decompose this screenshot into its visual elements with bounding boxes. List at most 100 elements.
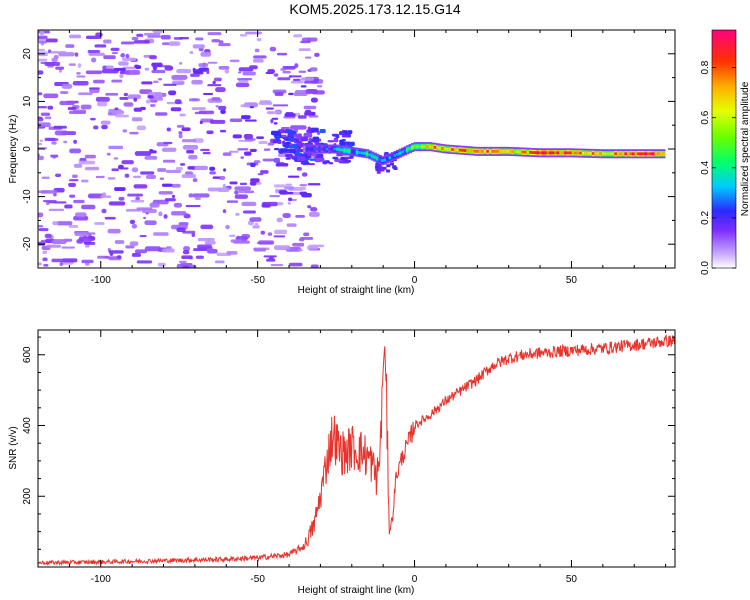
noise-blob: [129, 241, 139, 247]
noise-blob: [306, 245, 319, 250]
noise-blob: [256, 37, 262, 42]
cluster-blob: [289, 143, 293, 146]
noise-blob: [144, 32, 161, 36]
ridge-core: [541, 151, 546, 155]
snr-y-tick-label: 600: [22, 346, 33, 363]
noise-blob: [192, 138, 204, 143]
noise-blob: [122, 66, 139, 70]
noise-blob: [140, 171, 155, 175]
noise-blob-dark: [300, 85, 307, 88]
noise-blob-dark: [243, 134, 254, 139]
noise-blob: [73, 163, 83, 168]
noise-blob: [124, 69, 141, 75]
ridge-core: [616, 152, 621, 156]
noise-blob-dark: [305, 89, 318, 94]
noise-blob: [191, 232, 196, 238]
noise-blob: [284, 186, 295, 190]
ridge-core: [461, 148, 465, 152]
cluster-blob: [274, 135, 281, 139]
noise-blob: [230, 239, 243, 243]
colorbar: 0.0 0.2 0.4 0.6 0.8 Normalized spectral ampl…: [700, 29, 750, 275]
cluster-blob: [290, 130, 295, 136]
noise-blob: [305, 56, 312, 59]
noise-blob-dark: [212, 176, 221, 179]
noise-blob: [134, 249, 148, 254]
ridge-core: [446, 147, 450, 151]
noise-blob: [61, 246, 75, 249]
spectrogram-x-axis-label: Height of straight line (km): [298, 285, 415, 296]
noise-blob: [63, 140, 68, 144]
ridge-core: [365, 152, 370, 156]
ridge-core: [566, 151, 571, 155]
noise-blob: [310, 207, 318, 212]
noise-blob: [65, 44, 75, 48]
ridge-core: [506, 149, 510, 153]
chart-title: KOM5.2025.173.12.15.G14: [289, 1, 461, 17]
noise-blob: [163, 214, 168, 219]
noise-blob: [285, 183, 292, 186]
noise-blob: [154, 200, 162, 203]
noise-blob: [239, 182, 248, 186]
noise-blob: [136, 125, 147, 131]
ridge-core: [654, 152, 658, 156]
noise-blob: [235, 212, 240, 216]
ridge-core: [559, 151, 563, 155]
ridge-core: [340, 148, 345, 152]
ridge-core: [604, 152, 608, 156]
noise-blob: [90, 57, 97, 63]
noise-blob: [222, 183, 226, 189]
noise-blob: [131, 36, 139, 41]
noise-blob: [38, 92, 43, 96]
noise-blob: [182, 145, 199, 150]
noise-blob: [257, 173, 264, 176]
noise-blob-dark: [250, 162, 256, 168]
noise-blob: [178, 131, 183, 135]
noise-blob: [295, 215, 305, 218]
noise-blob: [85, 244, 90, 248]
ridge-core: [433, 145, 438, 149]
noise-blob: [192, 178, 198, 182]
noise-blob: [249, 217, 262, 222]
ridge-core: [373, 155, 377, 159]
noise-blob-dark: [301, 172, 308, 177]
noise-blob: [104, 216, 116, 220]
noise-blob: [38, 48, 45, 51]
noise-blob: [200, 224, 214, 230]
noise-blob: [179, 113, 186, 117]
snr-y-tick-label: 200: [22, 487, 33, 504]
noise-blob: [226, 200, 239, 203]
ridge-core: [574, 151, 578, 155]
ridge-core: [375, 156, 380, 160]
cluster-blob: [347, 130, 353, 135]
noise-blob: [72, 80, 89, 86]
noise-blob-dark: [220, 109, 226, 115]
cluster-blob: [279, 148, 288, 152]
ridge-core: [571, 151, 576, 155]
noise-blob: [122, 57, 136, 61]
noise-blob: [122, 129, 128, 133]
cluster-blob: [288, 137, 293, 140]
noise-blob: [38, 70, 44, 75]
ridge-core: [318, 147, 322, 151]
noise-blob: [207, 32, 222, 36]
ridge-core: [594, 152, 598, 155]
cluster-blob: [313, 140, 320, 144]
ridge-core: [544, 151, 548, 155]
noise-blob: [44, 233, 52, 238]
noise-blob-dark: [199, 120, 203, 125]
ridge-core: [564, 151, 568, 155]
noise-blob: [191, 107, 206, 111]
ridge-core: [463, 149, 468, 152]
noise-blob: [108, 201, 126, 206]
noise-blob: [183, 246, 191, 251]
noise-blob: [276, 52, 288, 56]
ridge-core: [508, 150, 513, 153]
ridge-core: [601, 152, 606, 156]
colorbar-tick-label: 0.8: [700, 60, 711, 74]
noise-blob: [303, 105, 317, 110]
ridge-core: [634, 152, 638, 156]
ridge-core: [536, 151, 540, 155]
noise-blob: [188, 193, 194, 198]
noise-blob-dark: [187, 166, 195, 170]
ridge-core: [513, 150, 518, 154]
